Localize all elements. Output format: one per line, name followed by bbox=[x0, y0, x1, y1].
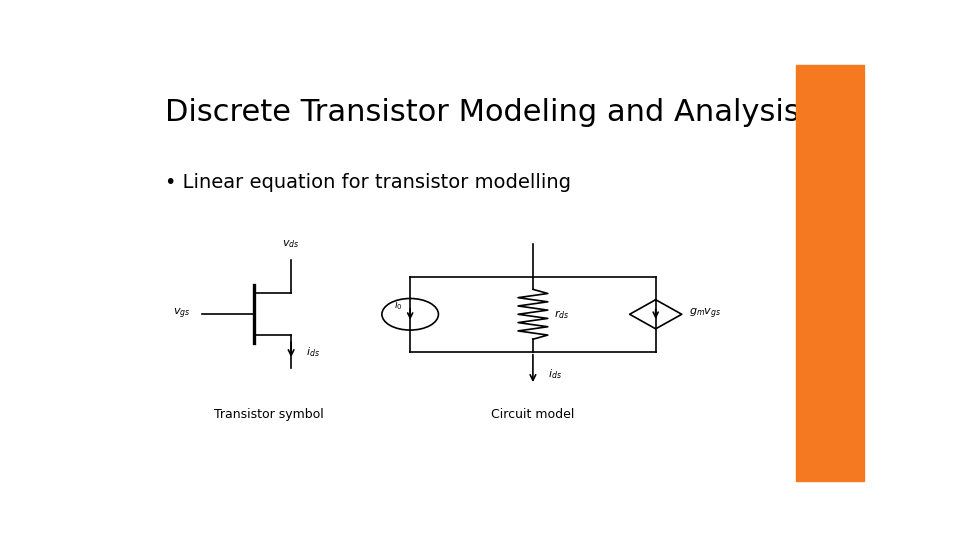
Text: $r_{ds}$: $r_{ds}$ bbox=[554, 308, 569, 321]
Text: Circuit model: Circuit model bbox=[492, 408, 575, 421]
Text: $i_{ds}$: $i_{ds}$ bbox=[548, 368, 562, 381]
Text: • Linear equation for transistor modelling: • Linear equation for transistor modelli… bbox=[165, 173, 570, 192]
Text: $v_{gs}$: $v_{gs}$ bbox=[173, 307, 191, 321]
Text: $g_m v_{gs}$: $g_m v_{gs}$ bbox=[689, 307, 722, 321]
Text: $i_{ds}$: $i_{ds}$ bbox=[306, 345, 320, 359]
Text: Discrete Transistor Modeling and Analysis: Discrete Transistor Modeling and Analysi… bbox=[165, 98, 800, 127]
Text: Transistor symbol: Transistor symbol bbox=[214, 408, 324, 421]
Text: $i_0$: $i_0$ bbox=[395, 299, 403, 312]
Text: $v_{ds}$: $v_{ds}$ bbox=[282, 238, 300, 250]
Bar bbox=[796, 65, 864, 481]
